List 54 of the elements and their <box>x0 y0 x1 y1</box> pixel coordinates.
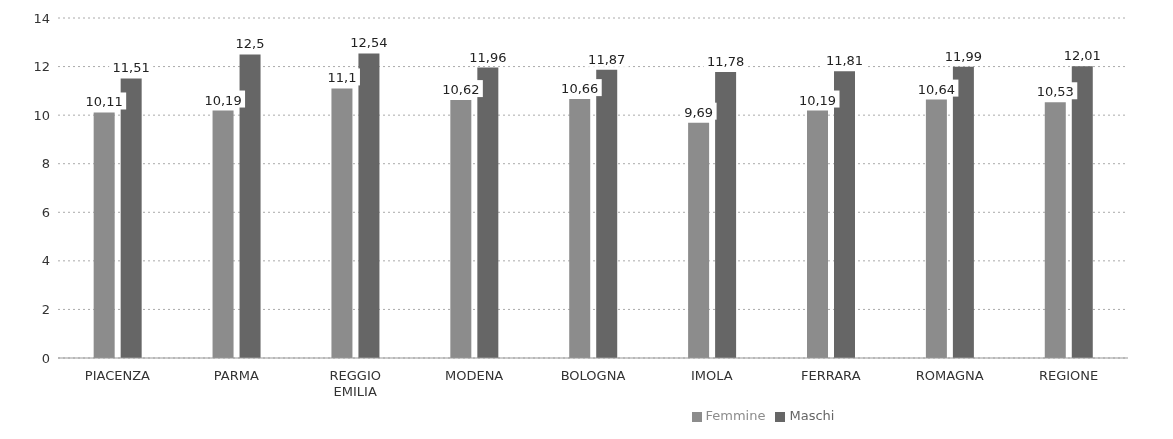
data-label: 11,87 <box>588 51 626 67</box>
x-tick-label: REGGIO EMILIA <box>329 368 381 399</box>
bar <box>450 100 472 358</box>
bar <box>477 67 499 358</box>
bar <box>331 88 353 358</box>
bar <box>925 99 947 358</box>
x-tick-label: IMOLA <box>691 368 733 383</box>
data-label: 10,64 <box>917 81 955 97</box>
bar <box>596 69 618 358</box>
x-tick-label: ROMAGNA <box>915 368 984 383</box>
data-label: 10,66 <box>561 81 599 97</box>
data-label: 10,19 <box>204 92 242 108</box>
x-tick-label: PIACENZA <box>84 368 151 383</box>
x-tick-label: BOLOGNA <box>560 368 626 383</box>
bar <box>93 112 115 358</box>
bar <box>239 54 261 358</box>
data-label: 10,11 <box>85 94 123 110</box>
data-label: 12,54 <box>350 35 388 51</box>
data-label: 10,19 <box>798 92 837 108</box>
bar <box>569 99 591 358</box>
data-label: 10,62 <box>442 82 480 98</box>
legend-label: Maschi <box>789 408 835 423</box>
x-tick-label: REGIONE <box>1038 368 1099 383</box>
bar <box>834 71 855 358</box>
data-label: 12,01 <box>1063 48 1101 64</box>
data-label: 10,53 <box>1036 84 1074 100</box>
data-label: 11,1 <box>327 70 357 86</box>
x-tick-label: MODENA <box>444 368 504 383</box>
y-tick-label: 4 <box>41 253 50 269</box>
y-tick-label: 2 <box>41 302 50 318</box>
bar <box>1044 102 1066 358</box>
bar <box>358 53 380 358</box>
y-tick-label: 0 <box>41 350 50 366</box>
y-tick-label: 10 <box>33 107 50 123</box>
data-label: 11,78 <box>707 53 745 69</box>
data-label: 9,69 <box>684 104 714 120</box>
x-tick-label: FERRARA <box>801 368 861 383</box>
y-tick-label: 6 <box>41 204 50 220</box>
data-label: 12,5 <box>235 36 265 52</box>
bar <box>807 110 828 358</box>
bar <box>688 122 710 358</box>
legend-label: Femmine <box>705 408 766 423</box>
y-tick-label: 8 <box>41 156 50 172</box>
y-tick-label: 14 <box>33 10 50 26</box>
x-tick-label: PARMA <box>213 368 259 383</box>
data-label: 11,96 <box>469 49 507 65</box>
bar <box>1071 66 1093 358</box>
data-label: 11,99 <box>944 48 982 64</box>
bar <box>715 71 737 358</box>
bar <box>120 78 142 358</box>
data-label: 11,51 <box>112 60 150 76</box>
data-label: 11,81 <box>825 53 864 69</box>
bar <box>212 110 234 358</box>
y-tick-label: 12 <box>33 59 50 75</box>
